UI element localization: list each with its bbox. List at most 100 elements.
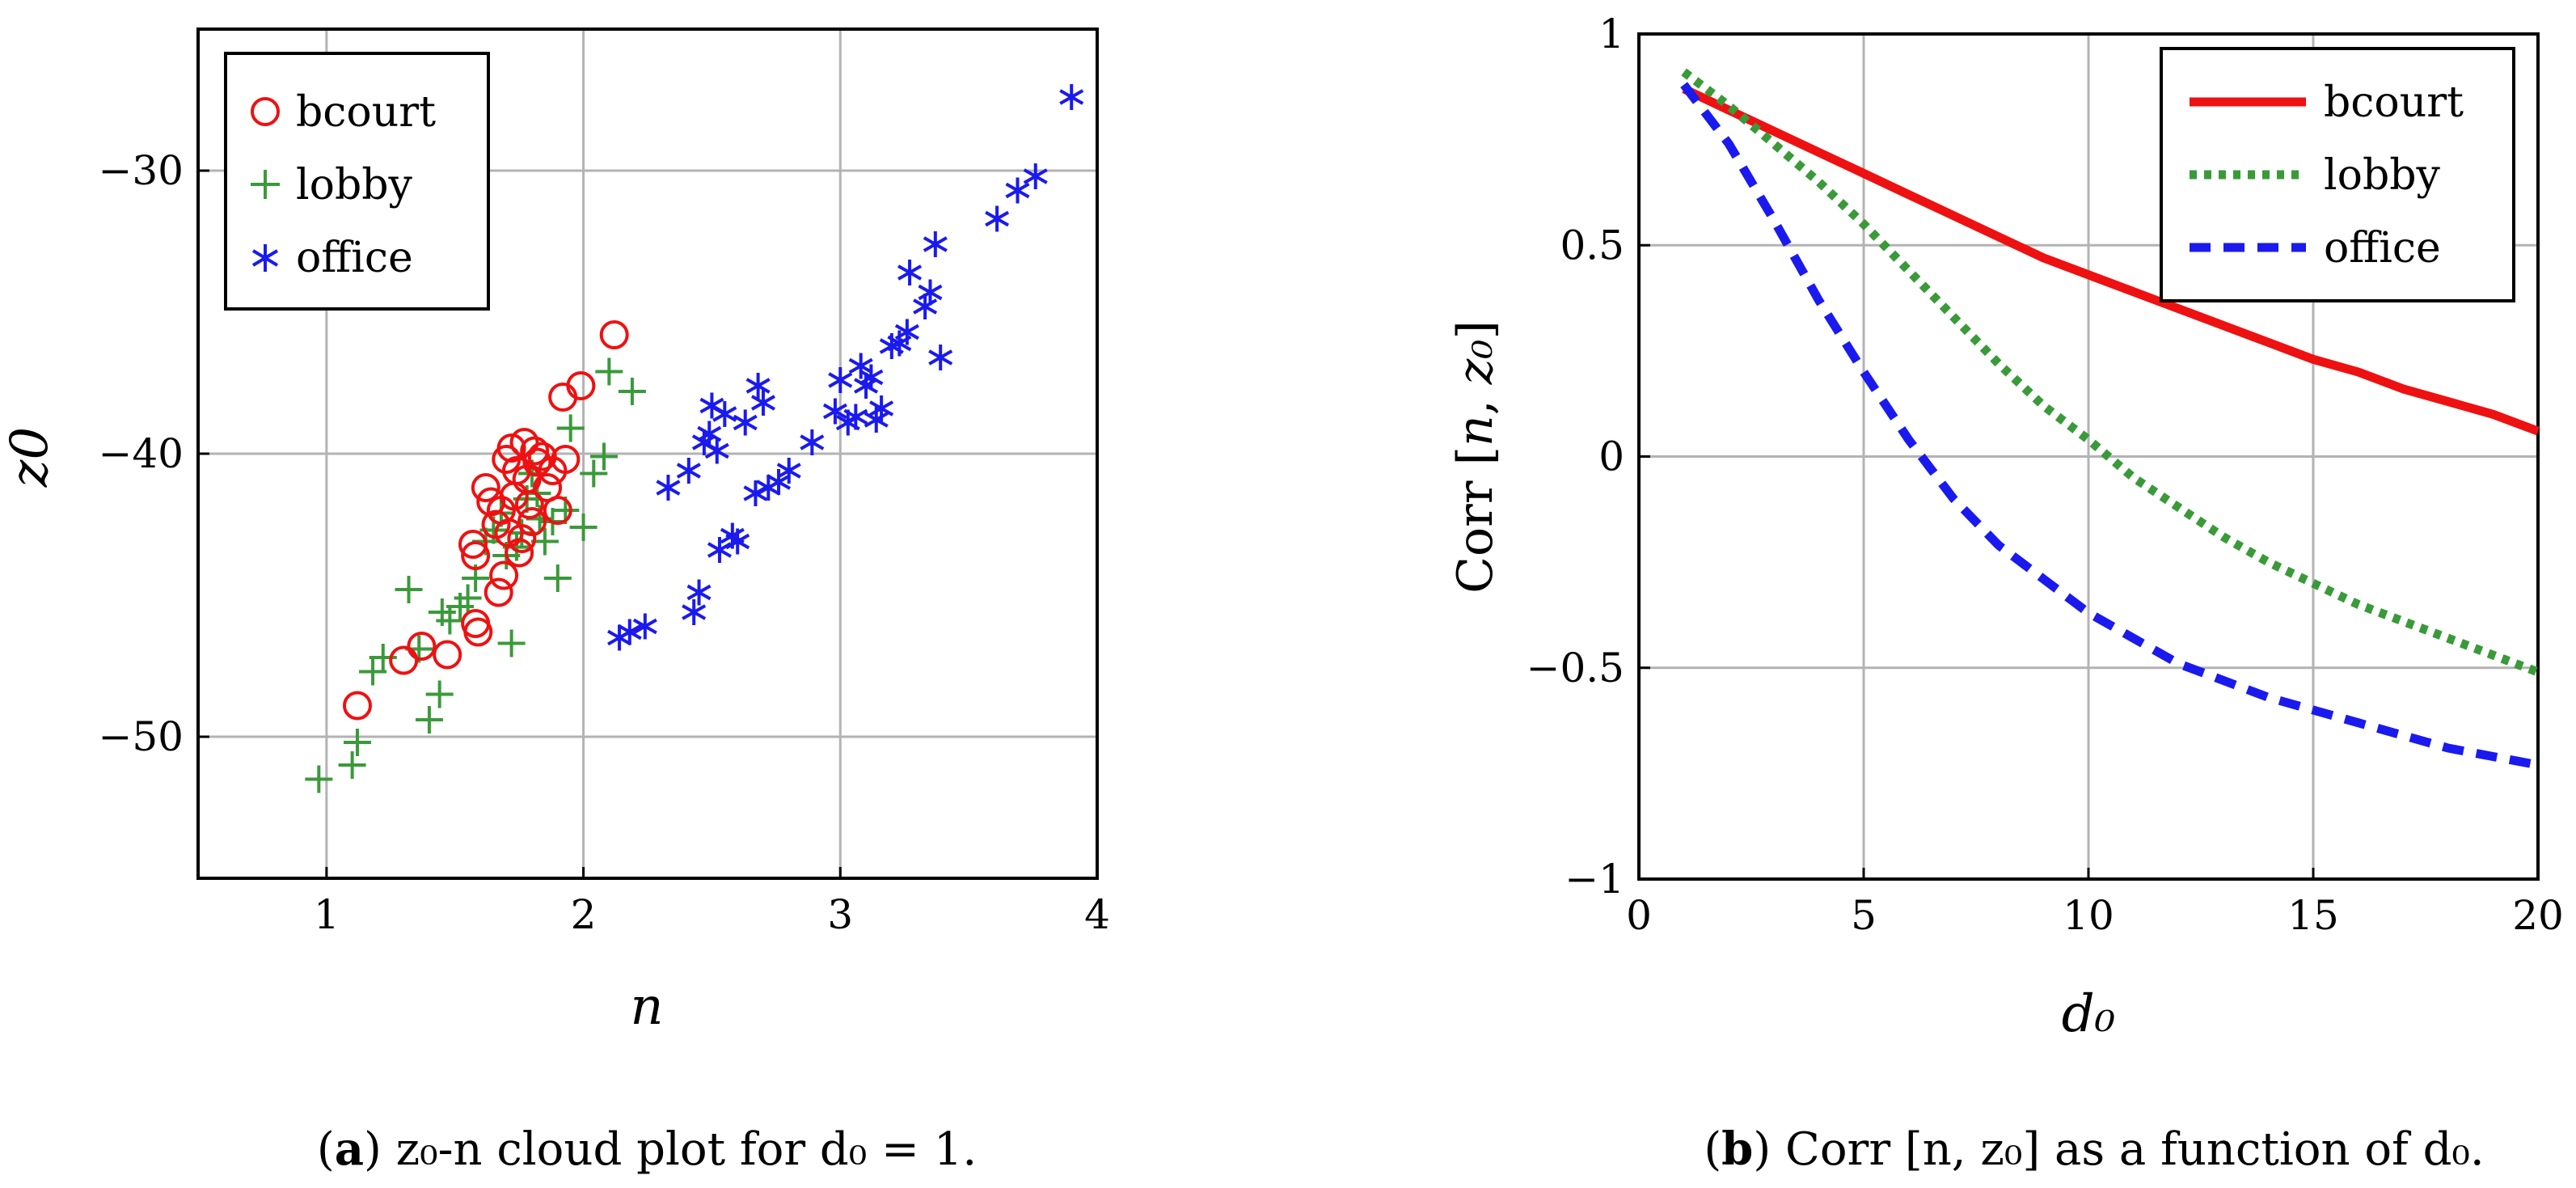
correlation-y-axis-label: Corr [n, z₀] <box>1447 320 1504 594</box>
scatter-point-bcourt-2 <box>407 632 437 661</box>
scatter-point-lobby-31 <box>595 357 623 386</box>
scatter-point-office-39 <box>928 345 953 370</box>
scatter-point-bcourt-3 <box>433 640 462 670</box>
scatter-point-office-26 <box>843 404 868 430</box>
scatter-ytick-label-2: −50 <box>98 713 184 760</box>
scatter-point-office-3 <box>656 475 681 501</box>
scatter-series-bcourt <box>342 320 629 721</box>
scatter-point-office-15 <box>733 409 758 436</box>
correlation-xtick-label-0: 0 <box>1626 892 1652 939</box>
scatter-point-bcourt-7 <box>461 541 491 570</box>
scatter-point-lobby-7 <box>415 706 443 734</box>
scatter-point-office-22 <box>800 429 825 455</box>
scatter-point-bcourt-8 <box>471 473 500 502</box>
scatter-point-bcourt-34 <box>520 436 550 466</box>
scatter-xtick-label-2: 3 <box>827 891 853 938</box>
scatter-point-office-5 <box>682 599 707 625</box>
scatter-point-lobby-3 <box>359 657 387 686</box>
scatter-point-office-28 <box>854 373 879 399</box>
scatter-point-office-10 <box>704 438 729 464</box>
scatter-legend: bcourt lobby office <box>224 52 490 311</box>
correlation-x-axis-label: d₀ <box>2062 984 2116 1044</box>
scatter-panel: 1 2 3 4 −30 −40 −50 n z0 bcourt lobby office (… <box>0 27 1110 1176</box>
scatter-point-bcourt-6 <box>458 530 488 559</box>
correlation-ytick-label-2: 0 <box>1598 433 1624 480</box>
correlation-panel: 0 5 10 15 20 1 0.5 0 −0.5 −1 d₀ Corr [n, z₀] bcou… <box>1447 11 2564 1176</box>
scatter-point-office-21 <box>776 458 801 484</box>
correlation-legend: bcourt lobby office <box>2160 47 2515 302</box>
scatter-point-office-40 <box>985 205 1010 232</box>
scatter-point-office-11 <box>707 537 732 563</box>
scatter-point-bcourt-28 <box>551 445 581 474</box>
scatter-point-lobby-28 <box>569 514 598 541</box>
scatter-xtick-label-3: 4 <box>1084 891 1110 938</box>
scatter-point-office-27 <box>848 353 873 379</box>
scatter-point-lobby-12 <box>454 584 482 612</box>
scatter-series-office <box>607 84 1084 651</box>
scatter-point-office-2 <box>632 613 657 640</box>
ylabel-open: [ <box>1447 446 1504 465</box>
correlation-legend-office: office <box>2324 224 2441 273</box>
scatter-ytick-label-1: −40 <box>98 430 184 477</box>
legend-marker-bcourt <box>251 97 280 126</box>
scatter-point-office-18 <box>750 390 775 416</box>
scatter-point-office-14 <box>725 528 750 555</box>
scatter-point-bcourt-1 <box>389 645 419 675</box>
correlation-ytick-label-1: 0.5 <box>1560 222 1624 268</box>
scatter-series-lobby <box>305 357 646 793</box>
scatter-point-office-12 <box>712 401 737 427</box>
scatter-point-bcourt-0 <box>342 691 372 721</box>
scatter-point-office-43 <box>1059 84 1084 110</box>
correlation-xtick-label-4: 20 <box>2512 892 2564 939</box>
scatter-point-office-29 <box>859 364 884 391</box>
scatter-point-office-35 <box>897 260 923 285</box>
correlation-xtick-label-1: 5 <box>1851 892 1877 939</box>
correlation-ytick-label-4: −1 <box>1565 856 1624 903</box>
scatter-x-axis-label: n <box>630 977 663 1037</box>
scatter-caption-text: z₀-n cloud plot for d₀ = 1. <box>382 1123 977 1176</box>
scatter-caption-tag: a <box>335 1122 364 1176</box>
scatter-xtick-label-0: 1 <box>314 891 340 938</box>
legend-marker-lobby <box>251 170 280 199</box>
scatter-point-office-20 <box>766 469 792 495</box>
scatter-point-office-37 <box>918 279 943 306</box>
scatter-point-bcourt-30 <box>566 371 596 400</box>
scatter-marks <box>305 84 1084 793</box>
scatter-point-lobby-27 <box>556 414 585 442</box>
scatter-point-bcourt-27 <box>543 496 572 525</box>
correlation-ticks: 0 5 10 15 20 1 0.5 0 −0.5 −1 <box>1527 11 2564 939</box>
scatter-point-office-41 <box>1005 177 1030 204</box>
correlation-lines <box>1680 68 2540 770</box>
scatter-point-lobby-2 <box>343 729 371 756</box>
correlation-xtick-label-2: 10 <box>2063 892 2114 939</box>
scatter-point-bcourt-21 <box>514 490 544 519</box>
correlation-xtick-label-3: 15 <box>2287 892 2339 939</box>
scatter-legend-lobby: lobby <box>296 161 413 209</box>
correlation-line-bcourt <box>1682 84 2540 436</box>
scatter-point-bcourt-5 <box>461 609 491 638</box>
scatter-point-bcourt-22 <box>517 507 547 536</box>
correlation-ytick-label-3: −0.5 <box>1527 645 1624 691</box>
scatter-point-bcourt-31 <box>599 320 629 349</box>
scatter-point-office-4 <box>676 458 701 484</box>
correlation-caption: (b) Corr [n, z₀] as a function of d₀. <box>1704 1122 2484 1176</box>
scatter-point-office-6 <box>686 579 712 606</box>
scatter-point-bcourt-23 <box>522 447 552 477</box>
scatter-point-lobby-25 <box>543 564 572 592</box>
scatter-caption: (a) z₀-n cloud plot for d₀ = 1. <box>317 1122 977 1176</box>
correlation-legend-bcourt: bcourt <box>2324 78 2464 127</box>
scatter-point-bcourt-19 <box>509 428 539 457</box>
scatter-point-office-23 <box>822 398 847 425</box>
ylabel-corr: Corr <box>1447 465 1504 593</box>
ylabel-n: n <box>1447 415 1504 446</box>
ylabel-close: ] <box>1447 320 1504 339</box>
scatter-point-office-24 <box>828 367 853 393</box>
correlation-caption-tag: b <box>1721 1122 1753 1176</box>
scatter-point-office-42 <box>1023 163 1048 189</box>
scatter-point-bcourt-14 <box>496 433 526 463</box>
scatter-point-lobby-17 <box>497 629 526 657</box>
scatter-point-office-31 <box>869 395 894 421</box>
scatter-point-office-1 <box>617 619 642 645</box>
scatter-point-office-38 <box>923 231 948 257</box>
